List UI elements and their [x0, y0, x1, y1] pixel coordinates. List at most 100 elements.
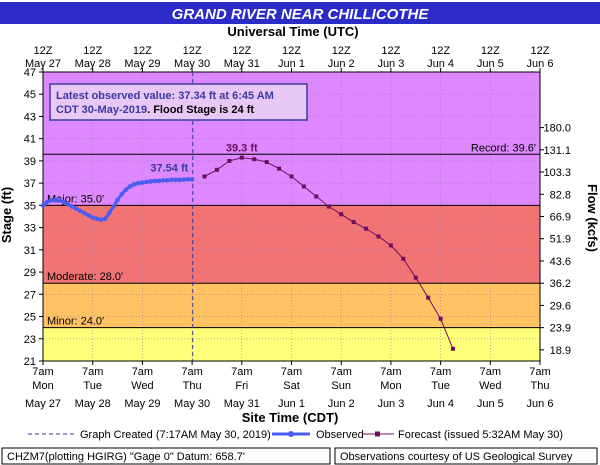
observed-point [111, 204, 116, 209]
top-tick-date: May 28 [75, 58, 111, 70]
top-tick-label: 12Z [431, 45, 450, 57]
top-tick-date: Jun 6 [527, 58, 554, 70]
forecast-point [289, 174, 294, 179]
y2-tick-label: 36.2 [550, 278, 571, 290]
top-tick-label: 12Z [133, 45, 152, 57]
legend-observed: Observed [316, 429, 364, 441]
top-tick-date: May 27 [25, 58, 61, 70]
y-tick-label: 35 [24, 200, 36, 212]
observed-point [127, 184, 133, 189]
bottom-tick-time: 7am [132, 366, 153, 378]
chart-title: GRAND RIVER NEAR CHILLICOTHE [172, 6, 430, 23]
forecast-point [376, 234, 381, 239]
info-line-1: Latest observed value: 37.34 ft at 6:45 … [56, 90, 274, 102]
forecast-point [451, 346, 456, 351]
info-flood-stage: . Flood Stage is 24 ft [147, 104, 254, 116]
top-tick-label: 12Z [481, 45, 500, 57]
bottom-tick-day: Wed [479, 380, 501, 392]
observed-point [148, 179, 153, 184]
peak-annotation: 37.54 ft [150, 162, 188, 174]
bottom-tick-time: 7am [330, 366, 351, 378]
forecast-point [227, 158, 232, 163]
forecast-point [351, 220, 356, 225]
top-tick-date: Jun 2 [328, 58, 355, 70]
top-tick-date: Jun 5 [477, 58, 504, 70]
info-line-2: CDT 30-May-2019. Flood Stage is 24 ft [56, 104, 254, 116]
y2-tick-label: 23.9 [550, 323, 571, 335]
observed-point [65, 201, 71, 207]
y2-tick-label: 131.1 [543, 145, 571, 157]
bottom-tick-date: Jun 6 [527, 398, 554, 410]
bottom-tick-date: May 31 [224, 398, 260, 410]
y-tick-label: 29 [24, 267, 36, 279]
top-tick-label: 12Z [332, 45, 351, 57]
forecast-point [326, 204, 331, 209]
bottom-tick-day: Sun [331, 380, 351, 392]
top-tick-date: Jun 1 [278, 58, 305, 70]
footer-right: Observations courtesy of US Geological S… [340, 451, 573, 463]
title-bar [0, 2, 600, 24]
bottom-tick-date: May 27 [25, 398, 61, 410]
top-tick-date: Jun 3 [377, 58, 404, 70]
y2-tick-label: 103.3 [543, 167, 571, 179]
peak-annotation: 39.3 ft [226, 142, 258, 154]
observed-point [185, 177, 191, 182]
moderate-band [43, 283, 540, 328]
y-tick-label: 23 [24, 334, 36, 346]
footer: CHZM7(plotting HGIRG) "Gage 0" Datum: 65… [1, 447, 598, 465]
bottom-axis-title: Site Time (CDT) [242, 410, 339, 425]
observed-point [44, 199, 50, 205]
top-tick-date: May 30 [174, 58, 210, 70]
observed-point [131, 181, 137, 187]
observed-point [86, 213, 91, 218]
observed-point [94, 216, 100, 222]
footer-left: CHZM7(plotting HGIRG) "Gage 0" Datum: 65… [7, 451, 245, 463]
info-date: CDT 30-May-2019 [56, 104, 147, 116]
observed-point [169, 177, 174, 183]
bottom-tick-date: May 29 [124, 398, 160, 410]
top-tick-date: Jun 4 [427, 58, 454, 70]
observed-point [177, 177, 182, 183]
y2-tick-label: 29.6 [550, 300, 571, 312]
observed-point [152, 178, 158, 184]
bottom-tick-date: May 28 [75, 398, 111, 410]
forecast-point [339, 212, 344, 217]
bottom-tick-time: 7am [32, 366, 53, 378]
y-tick-label: 33 [24, 223, 36, 235]
observed-point [156, 178, 162, 184]
y2-tick-label: 180.0 [543, 123, 571, 135]
observed-point [140, 180, 145, 185]
bottom-tick-time: 7am [281, 366, 302, 378]
observed-point [135, 180, 141, 186]
y2-tick-label: 18.9 [550, 345, 571, 357]
y-tick-label: 37 [24, 178, 36, 190]
observed-point [106, 210, 112, 216]
forecast-point [239, 155, 244, 160]
bottom-tick-day: Wed [131, 380, 153, 392]
minor-label: Minor: 24.0' [47, 316, 104, 328]
observed-point [98, 217, 104, 223]
legend-created: Graph Created (7:17AM May 30, 2019) [80, 429, 271, 441]
observed-point [57, 198, 62, 203]
observed-point [115, 197, 120, 203]
top-axis-title: Universal Time (UTC) [227, 24, 358, 39]
y-tick-label: 27 [24, 289, 36, 301]
bottom-tick-time: 7am [82, 366, 103, 378]
forecast-point [413, 275, 418, 280]
forecast-point [277, 166, 282, 171]
observed-point [82, 210, 87, 216]
y-tick-label: 31 [24, 245, 36, 257]
observed-point [164, 178, 170, 183]
top-tick-label: 12Z [531, 45, 550, 57]
observed-point [119, 191, 124, 197]
bottom-tick-date: May 30 [174, 398, 210, 410]
bottom-tick-date: Jun 2 [328, 398, 355, 410]
observed-point [69, 204, 75, 209]
y-tick-label: 43 [24, 111, 36, 123]
y-tick-label: 41 [24, 134, 36, 146]
series-layer: 37.54 ft 39.3 ft [40, 72, 456, 361]
observed-point [73, 206, 79, 212]
y2-tick-label: 51.9 [550, 234, 571, 246]
y-right-title: Flow (kcfs) [585, 184, 600, 252]
observed-point [53, 197, 58, 203]
